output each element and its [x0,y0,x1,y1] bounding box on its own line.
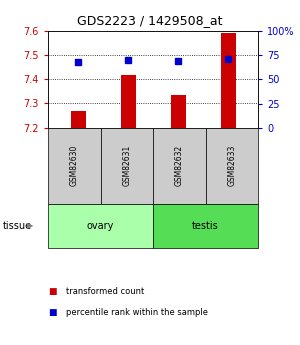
Bar [153,204,258,248]
Bar [170,95,185,128]
Text: GSM82631: GSM82631 [122,145,131,186]
Bar [220,33,236,128]
Text: GSM82633: GSM82633 [227,145,236,186]
Text: GSM82630: GSM82630 [70,145,79,186]
Text: ■: ■ [48,308,56,317]
Text: tissue: tissue [3,221,32,231]
Bar [153,128,206,204]
Bar [121,75,136,128]
Text: GSM82632: GSM82632 [175,145,184,186]
Text: transformed count: transformed count [66,287,144,296]
Text: testis: testis [192,221,219,231]
Text: GDS2223 / 1429508_at: GDS2223 / 1429508_at [77,14,223,27]
Bar [206,128,258,204]
Bar [70,111,86,128]
Text: ovary: ovary [87,221,114,231]
Text: ■: ■ [48,287,56,296]
Bar [48,204,153,248]
Text: ▶: ▶ [27,221,33,230]
Text: percentile rank within the sample: percentile rank within the sample [66,308,208,317]
Bar [100,128,153,204]
Bar [48,128,100,204]
